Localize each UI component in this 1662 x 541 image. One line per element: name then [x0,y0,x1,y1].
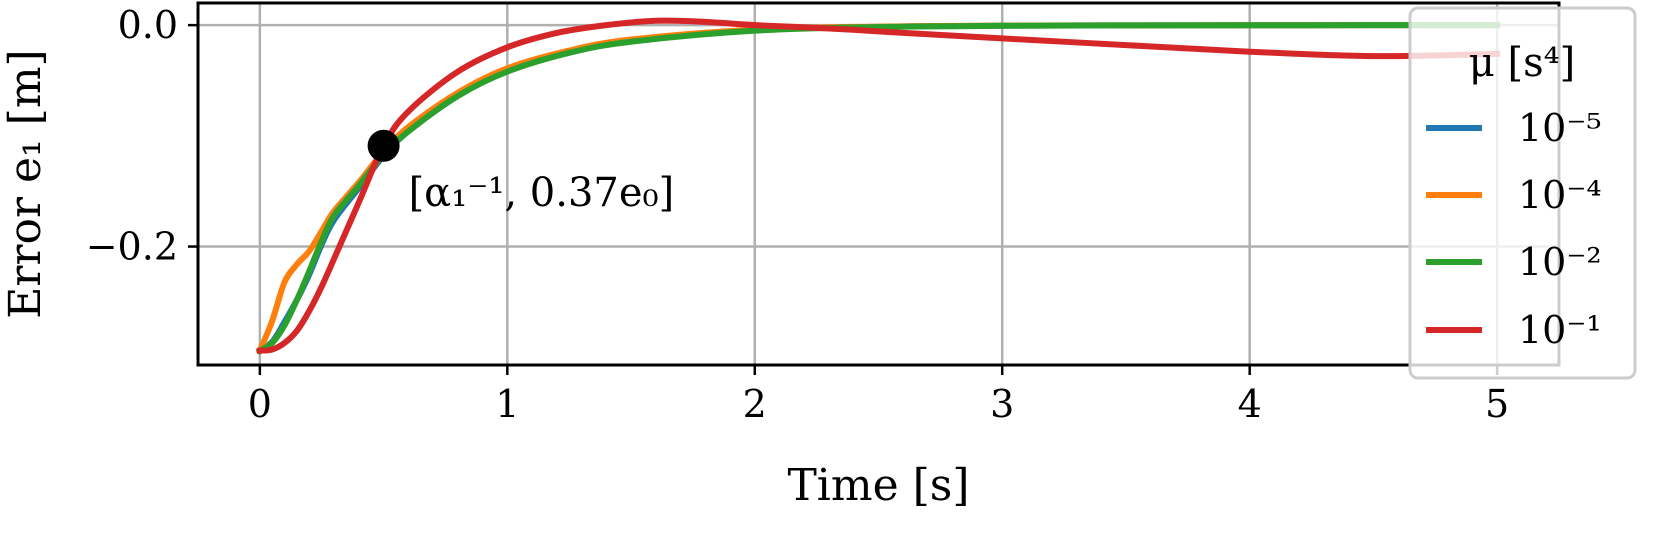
y-tick-label: 0.0 [118,3,178,47]
y-tick-label: −0.2 [86,225,178,269]
series-layer [255,17,1501,355]
x-tick-label: 2 [743,382,767,426]
series-line-3 [255,22,1501,355]
legend-title: μ [s⁴] [1469,40,1575,86]
legend: μ [s⁴] 10⁻⁵ 10⁻⁴ 10⁻² 10⁻¹ [1408,6,1637,380]
x-tick-label: 3 [990,382,1014,426]
legend-label-2: 10⁻⁴ [1518,173,1602,217]
annotation-label: [α₁⁻¹, 0.37e₀] [409,170,675,216]
legend-entries: 10⁻⁵ 10⁻⁴ 10⁻² 10⁻¹ [1426,106,1602,352]
legend-label-4: 10⁻¹ [1518,308,1602,352]
ticks: 0 1 2 3 4 5 0.0 −0.2 [86,3,1510,426]
legend-label-1: 10⁻⁵ [1518,106,1602,150]
y-axis-label: Error e₁ [m] [0,49,51,318]
legend-label-3: 10⁻² [1518,240,1602,284]
legend-box [1408,6,1637,380]
x-axis-label: Time [s] [787,460,969,511]
series-line-4 [256,17,1501,354]
annotation-marker [367,129,400,162]
x-tick-label: 5 [1485,382,1509,426]
x-tick-label: 4 [1238,382,1262,426]
annotation-layer: [α₁⁻¹, 0.37e₀] [367,129,675,216]
x-tick-label: 0 [248,382,272,426]
x-tick-label: 1 [495,382,519,426]
